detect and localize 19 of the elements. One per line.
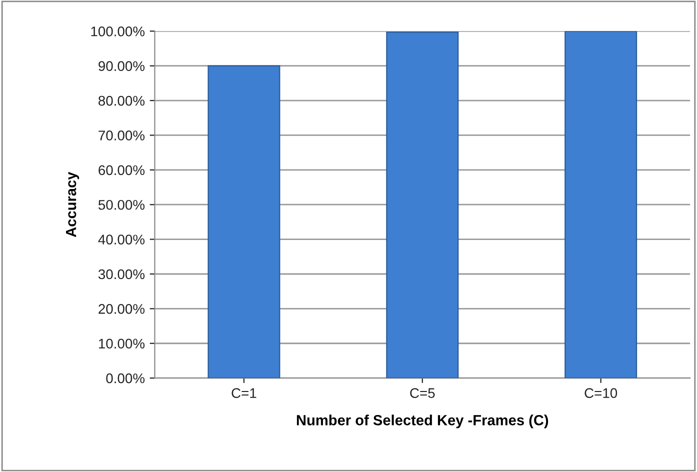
y-tick-label: 90.00% <box>98 61 145 72</box>
y-tick-label: 0.00% <box>106 373 145 384</box>
y-tick-label: 20.00% <box>98 304 145 314</box>
y-tick-label: 80.00% <box>98 96 145 106</box>
y-tick-label: 70.00% <box>98 130 145 140</box>
y-tick-label: 30.00% <box>98 269 145 280</box>
x-tick-label: C=10 <box>584 388 618 398</box>
bar <box>386 32 459 378</box>
bar <box>564 31 638 378</box>
x-tick-label: C=1 <box>232 388 256 398</box>
x-tick-label: C=5 <box>410 388 435 398</box>
y-tick-label: 10.00% <box>98 338 145 349</box>
y-tick-label: 40.00% <box>98 234 145 244</box>
y-tick-label: 100.00% <box>91 26 145 36</box>
y-tick-label: 60.00% <box>98 165 145 176</box>
bar <box>208 65 280 378</box>
x-axis-title: Number of Selected Key -Frames (C) <box>296 414 548 428</box>
y-tick-label: 50.00% <box>98 200 145 210</box>
y-axis-title: Accuracy <box>66 172 80 238</box>
